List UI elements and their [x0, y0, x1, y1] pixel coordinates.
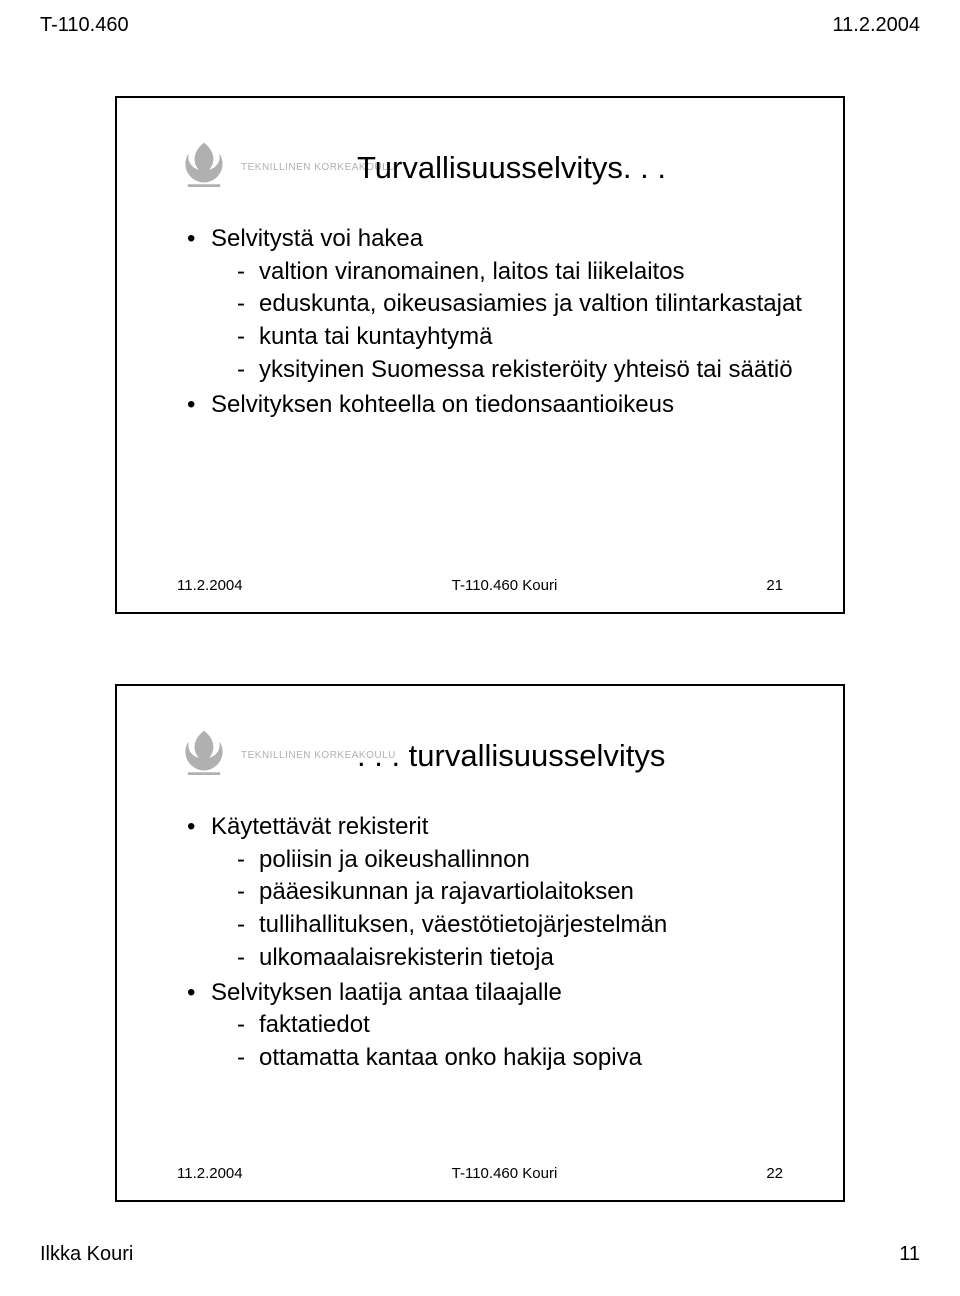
list-item: Selvityksen kohteella on tiedonsaantioik…: [187, 390, 813, 421]
slide-2-footer: 11.2.2004 T-110.460 Kouri 22: [177, 1165, 783, 1182]
list-sub-item: kunta tai kuntayhtymä: [211, 322, 813, 353]
list-sub-item: yksityinen Suomessa rekisteröity yhteisö…: [211, 355, 813, 386]
bullet-text: Käytettävät rekisterit: [211, 813, 428, 840]
slide-1-content: Selvitystä voi hakea valtion viranomaine…: [187, 224, 813, 424]
list-sub-item: ottamatta kantaa onko hakija sopiva: [211, 1043, 813, 1074]
list-sub-item: tullihallituksen, väestötietojärjestelmä…: [211, 910, 813, 941]
slide-1-title: Turvallisuusselvitys. . .: [357, 150, 666, 186]
list-sub-item: poliisin ja oikeushallinnon: [211, 845, 813, 876]
page-footer-left: Ilkka Kouri: [40, 1243, 133, 1266]
slide-footer-date: 11.2.2004: [177, 577, 243, 594]
slide-footer-center: T-110.460 Kouri: [452, 577, 558, 594]
slide-2-title: . . . turvallisuusselvitys: [357, 738, 665, 774]
slide-1: TEKNILLINEN KORKEAKOULU Turvallisuusselv…: [115, 96, 845, 614]
header-right: 11.2.2004: [833, 14, 921, 37]
slide-footer-center: T-110.460 Kouri: [452, 1165, 558, 1182]
slide-footer-num: 22: [766, 1165, 783, 1182]
list-item: Käytettävät rekisterit poliisin ja oikeu…: [187, 812, 813, 974]
list-sub-item: faktatiedot: [211, 1010, 813, 1041]
list-sub-item: ulkomaalaisrekisterin tietoja: [211, 943, 813, 974]
header-left: T-110.460: [40, 14, 129, 37]
slide-1-footer: 11.2.2004 T-110.460 Kouri 21: [177, 577, 783, 594]
list-sub-item: pääesikunnan ja rajavartiolaitoksen: [211, 877, 813, 908]
slide-2-content: Käytettävät rekisterit poliisin ja oikeu…: [187, 812, 813, 1078]
bullet-text: Selvityksen kohteella on tiedonsaantioik…: [211, 391, 674, 418]
university-logo-icon: [177, 728, 231, 782]
university-logo-icon: [177, 140, 231, 194]
list-item: Selvitystä voi hakea valtion viranomaine…: [187, 224, 813, 386]
list-item: Selvityksen laatija antaa tilaajalle fak…: [187, 978, 813, 1074]
bullet-text: Selvityksen laatija antaa tilaajalle: [211, 979, 562, 1006]
bullet-text: Selvitystä voi hakea: [211, 225, 423, 252]
slide-2: TEKNILLINEN KORKEAKOULU . . . turvallisu…: [115, 684, 845, 1202]
page-footer-right: 11: [899, 1243, 920, 1266]
list-sub-item: valtion viranomainen, laitos tai liikela…: [211, 257, 813, 288]
slide-footer-date: 11.2.2004: [177, 1165, 243, 1182]
slide-footer-num: 21: [766, 577, 783, 594]
list-sub-item: eduskunta, oikeusasiamies ja valtion til…: [211, 289, 813, 320]
page: T-110.460 11.2.2004 TEKNILLINEN KORKEAKO…: [0, 0, 960, 1296]
